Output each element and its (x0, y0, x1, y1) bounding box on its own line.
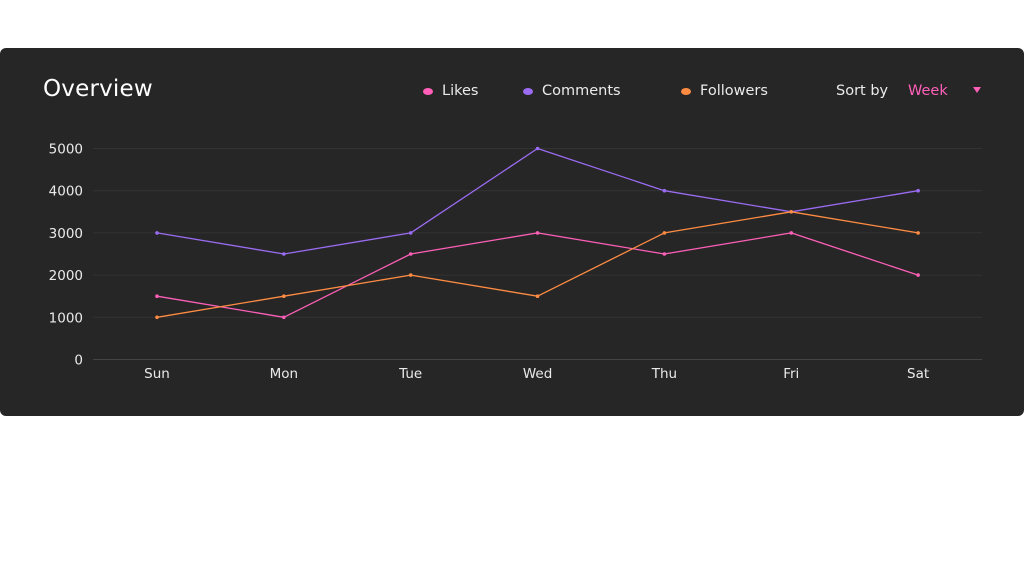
data-point-comments[interactable] (536, 147, 540, 151)
data-point-followers[interactable] (282, 294, 286, 298)
data-point-followers[interactable] (536, 294, 540, 298)
x-tick-label: Mon (270, 366, 298, 382)
x-tick-label: Tue (398, 366, 422, 382)
y-axis-ticks: 0 1000 2000 3000 4000 5000 (49, 142, 83, 369)
data-point-comments[interactable] (916, 189, 920, 193)
data-point-followers[interactable] (789, 210, 793, 214)
x-axis-ticks: Sun Mon Tue Wed Thu Fri Sat (144, 366, 929, 382)
line-chart: 0 1000 2000 3000 4000 5000 Sun Mon Tue Wed Thu Fri… (0, 48, 1024, 416)
y-tick-label: 5000 (49, 142, 83, 158)
x-tick-label: Fri (783, 366, 799, 382)
data-point-likes[interactable] (663, 252, 667, 256)
x-tick-label: Sun (144, 366, 170, 382)
data-point-likes[interactable] (282, 316, 286, 320)
data-point-followers[interactable] (155, 316, 159, 320)
data-point-followers[interactable] (663, 231, 667, 235)
y-tick-label: 0 (74, 353, 83, 369)
data-point-likes[interactable] (409, 252, 413, 256)
series-line-comments (157, 149, 918, 255)
x-tick-label: Wed (523, 366, 552, 382)
data-point-likes[interactable] (536, 231, 540, 235)
data-point-followers[interactable] (409, 273, 413, 277)
grid-layer (93, 149, 982, 360)
data-point-likes[interactable] (789, 231, 793, 235)
data-point-comments[interactable] (155, 231, 159, 235)
series-line-followers (157, 212, 918, 317)
data-point-comments[interactable] (282, 252, 286, 256)
data-point-comments[interactable] (663, 189, 667, 193)
overview-card: Overview Likes Comments Followers Sort b… (0, 48, 1024, 416)
y-tick-label: 3000 (49, 226, 83, 242)
data-point-comments[interactable] (409, 231, 413, 235)
x-tick-label: Thu (651, 366, 677, 382)
y-tick-label: 1000 (49, 310, 83, 326)
y-tick-label: 4000 (49, 184, 83, 200)
y-tick-label: 2000 (49, 268, 83, 284)
data-point-likes[interactable] (916, 273, 920, 277)
data-point-likes[interactable] (155, 294, 159, 298)
data-point-followers[interactable] (916, 231, 920, 235)
x-tick-label: Sat (907, 366, 929, 382)
